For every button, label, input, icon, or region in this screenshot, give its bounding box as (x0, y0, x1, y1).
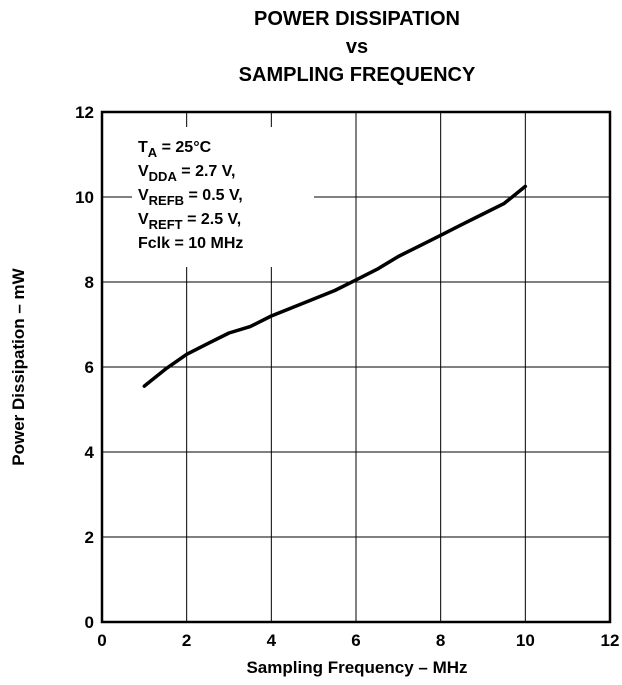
x-tick-label: 8 (436, 631, 445, 650)
y-tick-label: 4 (85, 443, 95, 462)
series-line-0 (142, 184, 528, 388)
x-axis-label: Sampling Frequency – MHz (246, 658, 467, 677)
y-tick-label: 10 (75, 188, 94, 207)
chart-title-line-1: POWER DISSIPATION (254, 8, 460, 30)
chart-title-line-3: SAMPLING FREQUENCY (239, 64, 476, 86)
y-tick-label: 2 (85, 528, 94, 547)
y-tick-label: 12 (75, 103, 94, 122)
x-tick-label: 4 (267, 631, 277, 650)
annotation-background (132, 127, 314, 267)
y-tick-label: 8 (85, 273, 94, 292)
chart-title-line-2: vs (346, 36, 368, 58)
y-tick-labels: 0 2 4 6 8 10 12 (75, 103, 94, 632)
chart-title: POWER DISSIPATION vs SAMPLING FREQUENCY (239, 8, 476, 86)
y-tick-label: 6 (85, 358, 94, 377)
x-tick-label: 0 (97, 631, 106, 650)
x-tick-labels: 0 2 4 6 8 10 12 (97, 631, 619, 650)
annotation-line-4: Fclk = 10 MHz (138, 235, 243, 252)
x-tick-label: 10 (516, 631, 535, 650)
y-axis-label: Power Dissipation – mW (9, 267, 28, 465)
annotation-line-3: VREFT = 2.5 V, (138, 211, 241, 232)
series-lines (142, 184, 528, 388)
y-tick-label: 0 (85, 613, 94, 632)
x-tick-label: 12 (601, 631, 620, 650)
annotation-line-1: VDDA = 2.7 V, (138, 163, 235, 184)
annotation-line-2: VREFB = 0.5 V, (138, 187, 243, 208)
annotation-line-0: TA = 25°C (138, 139, 212, 160)
annotation-box: TA = 25°C VDDA = 2.7 V, VREFB = 0.5 V, VREF… (138, 139, 243, 252)
plot-frame (100, 110, 612, 624)
x-tick-label: 6 (351, 631, 360, 650)
x-tick-label: 2 (182, 631, 191, 650)
